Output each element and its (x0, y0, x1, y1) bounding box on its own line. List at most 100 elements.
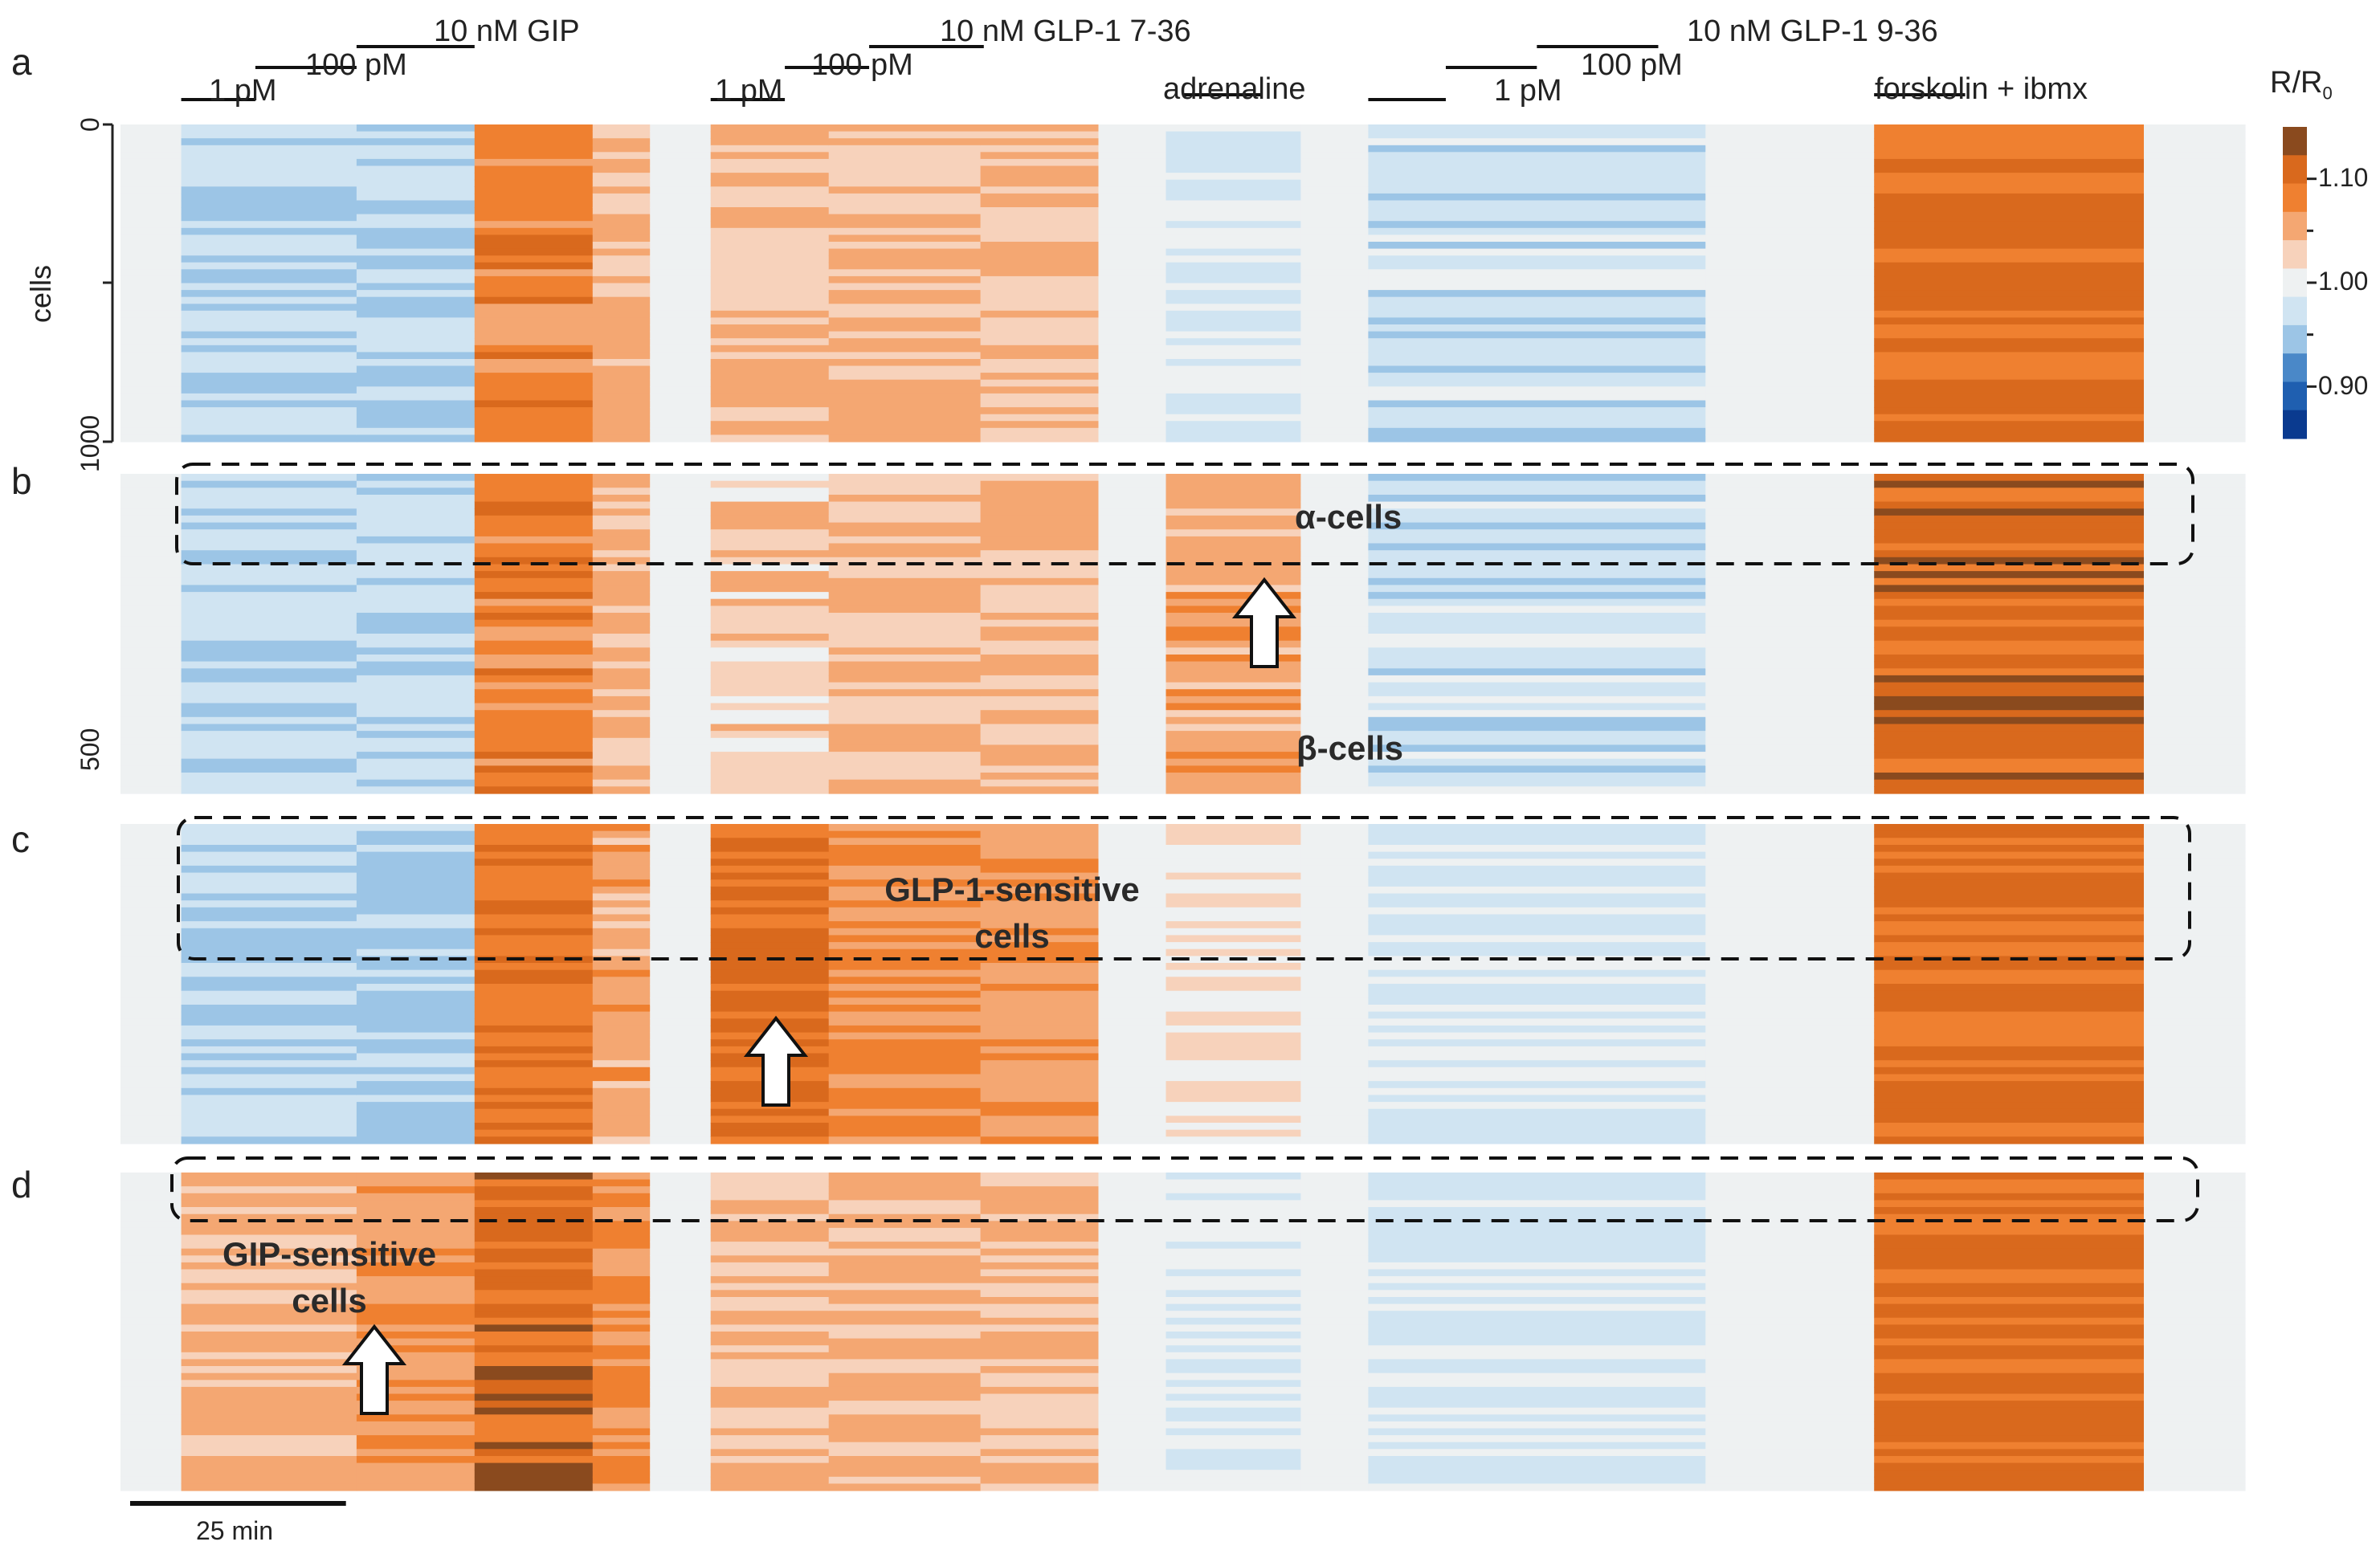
heatmap-cell (980, 434, 1100, 443)
heatmap-cell (181, 1324, 357, 1332)
heatmap-cell (356, 1039, 476, 1047)
heatmap-cell (474, 529, 594, 537)
heatmap-cell (980, 304, 1100, 312)
heatmap-cell (1098, 373, 1167, 381)
heatmap-cell (2144, 1359, 2246, 1367)
heatmap-cell (828, 1324, 982, 1332)
heatmap-cell (1300, 1032, 1369, 1040)
heatmap-cell (1368, 1018, 1706, 1026)
heatmap-cell (828, 373, 982, 381)
heatmap-cell (1300, 752, 1369, 760)
heatmap-cell (181, 990, 357, 998)
heatmap-cell (592, 977, 651, 985)
heatmap-cell (592, 592, 651, 600)
heatmap-cell (474, 152, 594, 160)
heatmap-cell (980, 1102, 1100, 1110)
heatmap-cell (356, 1115, 476, 1124)
heatmap-cell (650, 893, 712, 901)
heatmap-cell (1705, 214, 1875, 222)
heatmap-cell (120, 1060, 182, 1068)
heatmap-cell (592, 914, 651, 922)
heatmap-cell (1705, 242, 1875, 250)
heatmap-cell (356, 886, 476, 895)
heatmap-cell (1368, 165, 1706, 173)
heatmap-cell (1874, 235, 2145, 243)
heatmap-cell (650, 1338, 712, 1346)
heatmap-cell (1368, 1352, 1706, 1360)
heatmap-cell (474, 1248, 594, 1256)
heatmap-cell (980, 1242, 1100, 1250)
heatmap-cell (1166, 886, 1301, 895)
heatmap-cell (474, 914, 594, 922)
heatmap-cell (1705, 1179, 1875, 1187)
heatmap-cell (592, 1297, 651, 1305)
heatmap-cell (120, 1269, 182, 1277)
heatmap-cell (980, 1297, 1100, 1305)
heatmap-cell (356, 173, 476, 181)
heatmap-cell (181, 1428, 357, 1436)
heatmap-cell (2144, 1200, 2246, 1208)
heatmap-cell (474, 487, 594, 496)
heatmap-cell (650, 407, 712, 415)
heatmap-cell (2144, 1227, 2246, 1236)
heatmap-cell (1874, 1025, 2145, 1034)
heatmap-cell (1705, 207, 1875, 215)
heatmap-cell (650, 221, 712, 229)
heatmap-cell (1300, 1186, 1369, 1194)
heatmap-cell (980, 779, 1100, 787)
heatmap-cell (2144, 737, 2246, 746)
heatmap-cell (1098, 275, 1167, 284)
heatmap-cell (1166, 1476, 1301, 1484)
heatmap-cell (1874, 434, 2145, 443)
heatmap-cell (474, 480, 594, 488)
heatmap-cell (1166, 1372, 1301, 1381)
heatmap-cell (474, 1081, 594, 1089)
heatmap-cell (1874, 359, 2145, 367)
heatmap-cell (1874, 1269, 2145, 1277)
heatmap-cell (828, 703, 982, 711)
heatmap-cell (1874, 997, 2145, 1005)
heatmap-cell (592, 536, 651, 544)
colorbar-segment (2283, 381, 2307, 411)
heatmap-cell (1300, 872, 1369, 880)
heatmap-cell (1300, 824, 1369, 832)
heatmap-cell (828, 752, 982, 760)
heatmap-cell (828, 1393, 982, 1401)
heatmap-cell (1300, 359, 1369, 367)
heatmap-cell (1368, 427, 1706, 435)
heatmap-cell (474, 214, 594, 222)
heatmap-cell (1705, 275, 1875, 284)
heatmap-cell (1874, 716, 2145, 725)
heatmap-cell (710, 529, 830, 537)
panel-letter-d: d (11, 1164, 32, 1205)
heatmap-cell (1300, 379, 1369, 387)
heatmap-cell (1166, 851, 1301, 859)
heatmap-cell (592, 1221, 651, 1229)
heatmap-cell (592, 508, 651, 516)
heatmap-cell (828, 1338, 982, 1346)
heatmap-cell (710, 386, 830, 394)
heatmap-cell (710, 1115, 830, 1124)
heatmap-cell (1166, 255, 1301, 263)
heatmap-cell (650, 1428, 712, 1436)
heatmap-cell (980, 1283, 1100, 1291)
heatmap-cell (120, 845, 182, 853)
heatmap-cell (181, 592, 357, 600)
heatmap-cell (120, 1173, 182, 1181)
heatmap-cell (592, 577, 651, 586)
heatmap-cell (650, 661, 712, 669)
heatmap-cell (710, 1186, 830, 1194)
heatmap-cell (592, 186, 651, 194)
heatmap-cell (120, 640, 182, 648)
heatmap-cell (356, 331, 476, 339)
heatmap-cell (592, 1262, 651, 1270)
heatmap-cell (1166, 879, 1301, 887)
heatmap-cell (120, 407, 182, 415)
heatmap-cell (1166, 907, 1301, 916)
heatmap-cell (980, 1200, 1100, 1208)
heatmap-cell (1166, 865, 1301, 874)
heatmap-cell (1166, 1290, 1301, 1298)
heatmap-cell (592, 886, 651, 895)
heatmap-cell (1166, 1179, 1301, 1187)
heatmap-cell (828, 214, 982, 222)
